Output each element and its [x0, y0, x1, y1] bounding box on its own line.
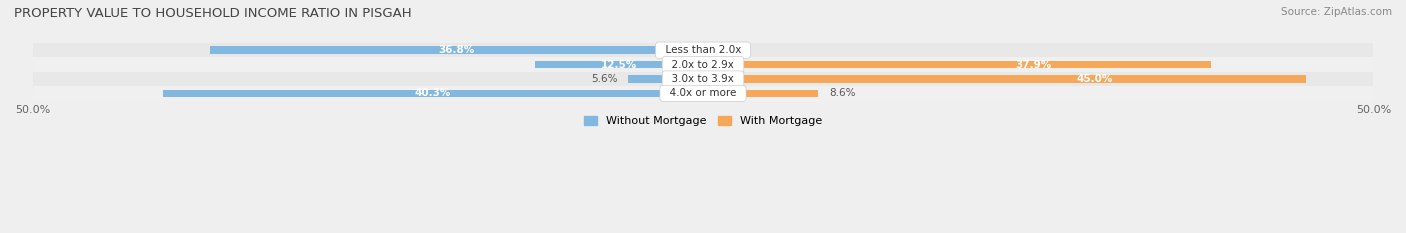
Bar [32, 57, 1374, 72]
Bar [536, 61, 703, 68]
Text: 37.9%: 37.9% [1015, 60, 1052, 70]
Bar [32, 72, 1374, 86]
Bar [703, 75, 1306, 83]
Bar [628, 75, 703, 83]
Bar [32, 86, 1374, 101]
Text: PROPERTY VALUE TO HOUSEHOLD INCOME RATIO IN PISGAH: PROPERTY VALUE TO HOUSEHOLD INCOME RATIO… [14, 7, 412, 20]
Text: 3.0x to 3.9x: 3.0x to 3.9x [665, 74, 741, 84]
Text: 45.0%: 45.0% [1077, 74, 1114, 84]
Text: 36.8%: 36.8% [439, 45, 474, 55]
Text: 12.5%: 12.5% [602, 60, 637, 70]
Bar [703, 90, 818, 97]
Text: 2.0x to 2.9x: 2.0x to 2.9x [665, 60, 741, 70]
Text: 5.6%: 5.6% [591, 74, 617, 84]
Text: Source: ZipAtlas.com: Source: ZipAtlas.com [1281, 7, 1392, 17]
Bar [32, 43, 1374, 57]
Text: 4.0x or more: 4.0x or more [664, 89, 742, 99]
Bar [209, 46, 703, 54]
Text: 0.0%: 0.0% [723, 45, 749, 55]
Text: 40.3%: 40.3% [415, 89, 451, 99]
Legend: Without Mortgage, With Mortgage: Without Mortgage, With Mortgage [579, 112, 827, 131]
Text: Less than 2.0x: Less than 2.0x [658, 45, 748, 55]
Bar [703, 61, 1211, 68]
Text: 8.6%: 8.6% [830, 89, 855, 99]
Bar [163, 90, 703, 97]
